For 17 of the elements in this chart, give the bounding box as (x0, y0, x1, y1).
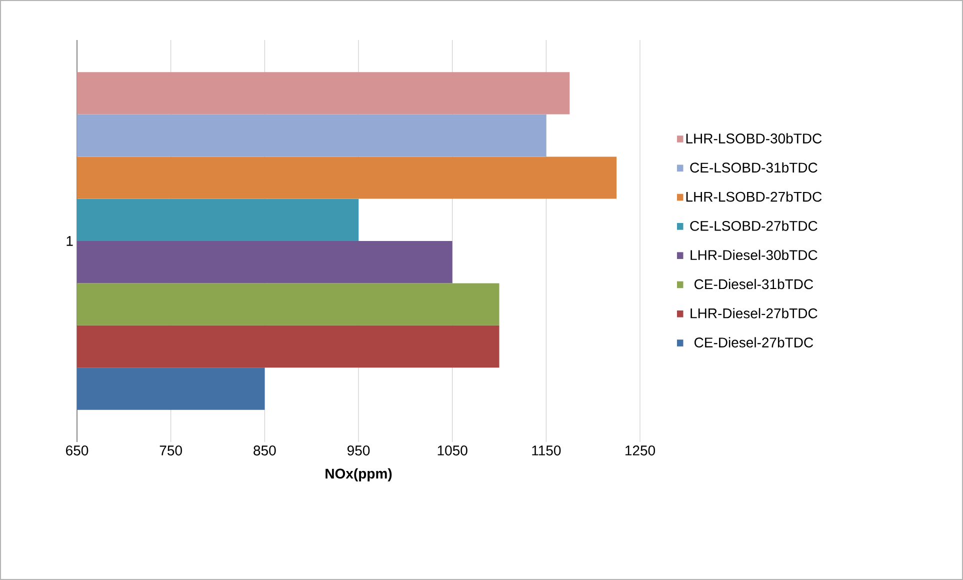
y-tick-label: 1 (66, 236, 73, 246)
legend-label: CE-Diesel-27bTDC (694, 337, 814, 348)
legend-label: CE-Diesel-31bTDC (694, 278, 814, 290)
x-axis-title: NOx(ppm) (326, 468, 392, 482)
legend-label: LHR-LSOBD-30bTDC (686, 133, 822, 144)
legend-label: LHR-Diesel-30bTDC (690, 250, 818, 260)
x-tick-label: 1050 (438, 446, 468, 456)
x-tick-label: 650 (66, 446, 88, 456)
x-tick-label: 1250 (625, 446, 656, 456)
legend-label: CE-LSOBD-27bTDC (690, 220, 818, 231)
x-tick-label: 850 (254, 446, 276, 456)
x-tick-label: 950 (347, 446, 370, 456)
x-tick-label: 1150 (532, 446, 561, 456)
legend-label: LHR-LSOBD-27bTDC (686, 191, 822, 202)
legend-label: LHR-Diesel-27bTDC (690, 308, 818, 318)
legend-label: CE-LSOBD-31bTDC (690, 162, 818, 173)
x-tick-label: 750 (160, 446, 182, 456)
